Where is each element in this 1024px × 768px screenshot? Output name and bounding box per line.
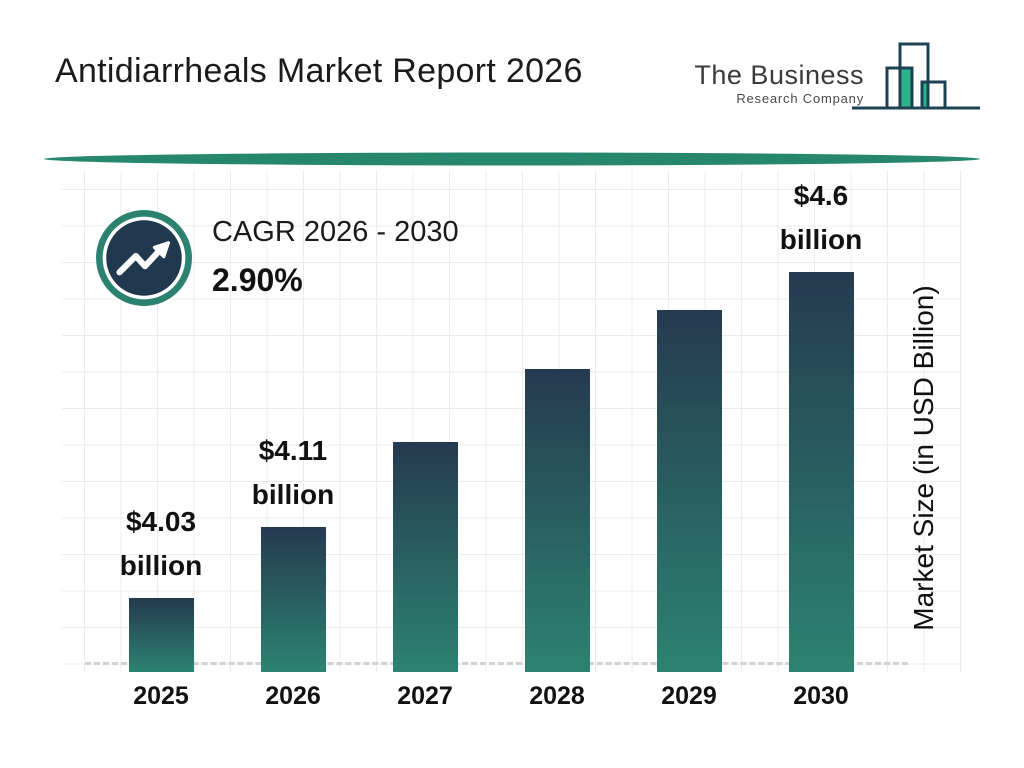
logo-text: The Business Research Company xyxy=(694,60,864,106)
bar-value-label-2025: $4.03 billion xyxy=(119,506,203,581)
bar-2029 xyxy=(656,310,722,672)
logo-company-name: The Business xyxy=(694,60,864,90)
x-axis-labels: 2025 2026 2027 2028 2029 2030 xyxy=(62,682,962,722)
bar-2027 xyxy=(392,442,458,672)
page-title: Antidiarrheals Market Report 2026 xyxy=(55,52,583,90)
bar-value-label-2030: $4.6 billion xyxy=(779,180,863,255)
bar-2030 xyxy=(788,272,854,672)
x-tick-2025: 2025 xyxy=(133,682,189,710)
x-tick-2027: 2027 xyxy=(397,682,453,710)
y-axis-label: Market Size (in USD Billion) xyxy=(908,285,939,631)
x-tick-2030: 2030 xyxy=(793,682,849,710)
bars-layer: $4.03 billion $4.11 billion $4.6 billion xyxy=(62,170,962,672)
company-logo: The Business Research Company xyxy=(694,36,982,128)
logo-company-subtitle: Research Company xyxy=(736,91,864,106)
logo-bars-icon xyxy=(852,42,980,110)
bar-2026 xyxy=(260,527,326,672)
bar-2028 xyxy=(524,369,590,672)
chart-baseline xyxy=(85,662,908,665)
bar-2025 xyxy=(128,598,194,672)
x-tick-2028: 2028 xyxy=(529,682,585,710)
trend-up-icon xyxy=(96,210,192,306)
x-tick-2026: 2026 xyxy=(265,682,321,710)
cagr-value: 2.90% xyxy=(212,262,303,298)
x-tick-2029: 2029 xyxy=(661,682,717,710)
bar-value-label-2026: $4.11 billion xyxy=(251,435,335,510)
divider-rule xyxy=(44,152,980,166)
cagr-period-label: CAGR 2026 - 2030 xyxy=(212,216,459,248)
